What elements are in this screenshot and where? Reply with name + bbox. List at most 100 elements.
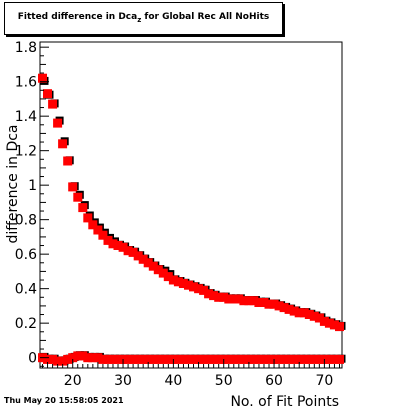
data-point-red-s3 (309, 354, 319, 364)
data-point-red-s1 (103, 235, 113, 245)
y-tick-label: 0.6 (15, 247, 37, 263)
data-point-red-s3 (259, 354, 269, 364)
y-tick-label: 0 (28, 351, 37, 367)
data-point-red-s1 (173, 277, 183, 287)
data-point-red-s3 (63, 354, 73, 364)
data-point-red-s3 (98, 354, 108, 364)
data-point-red-s3 (229, 354, 239, 364)
data-point-red-s3 (324, 354, 334, 364)
data-point-red-s1 (214, 292, 224, 302)
data-point-red-s3 (329, 354, 339, 364)
data-point-red-s1 (78, 203, 88, 213)
data-point-red-s1 (219, 292, 229, 302)
data-point-red-s1 (184, 280, 193, 290)
data-point-red-s1 (93, 225, 103, 235)
x-tick-label: 20 (64, 373, 82, 389)
data-point-red-s3 (73, 351, 83, 361)
data-point-red-s1 (294, 308, 304, 318)
data-point-red-s3 (108, 354, 118, 364)
data-point-red-s3 (239, 354, 249, 364)
data-point-red-s3 (88, 353, 98, 363)
data-point-red-s1 (314, 313, 324, 323)
x-tick-label: 70 (315, 373, 333, 389)
data-point-red-s1 (43, 89, 52, 99)
data-point-red-s1 (143, 258, 153, 268)
data-point-red-s3 (264, 354, 274, 364)
data-point-red-s1 (128, 247, 138, 257)
data-point-red-s1 (209, 291, 219, 301)
data-point-red-s1 (224, 294, 234, 304)
chart-title: Fitted difference in Dcaz for Global Rec… (5, 12, 282, 24)
data-point-red-s1 (118, 242, 128, 252)
data-point-red-s3 (78, 351, 88, 361)
data-point-red-s1 (234, 294, 244, 304)
data-point-red-s1 (279, 303, 289, 313)
data-point-red-s3 (53, 356, 63, 366)
data-point-red-s1 (269, 299, 279, 309)
data-point-red-s1 (108, 239, 118, 249)
data-point-red-s1 (88, 220, 98, 230)
data-point-red-s3 (113, 354, 123, 364)
data-point-red-s3 (143, 354, 153, 364)
data-point-red-s3 (214, 354, 224, 364)
x-tick-label: 50 (215, 373, 233, 389)
data-point-red-s1 (309, 311, 319, 321)
data-point-red-s3 (158, 354, 168, 364)
data-point-red-s3 (234, 354, 244, 364)
data-point-red-s1 (98, 230, 108, 240)
data-point-red-s1 (335, 322, 344, 332)
axes: 20 30 40 50 60 70 0 0.2 0.4 0.6 0.8 1 1.2 1.4 1.6 1.8 (15, 40, 340, 389)
data-point-red-s3 (173, 354, 183, 364)
data-point-red-s3 (314, 354, 324, 364)
data-point-red-s3 (184, 354, 193, 364)
title-main: Fitted difference in Dca (17, 12, 138, 22)
data-point-red-s1 (249, 296, 259, 306)
data-point-red-s3 (153, 354, 163, 364)
data-point-red-s1 (304, 310, 314, 319)
data-point-red-s1 (239, 296, 249, 306)
data-point-red-s1 (113, 241, 123, 250)
data-point-red-s1 (259, 298, 269, 307)
x-tick-label: 30 (114, 373, 132, 389)
data-point-red-s3 (48, 354, 58, 364)
data-point-red-s1 (168, 275, 178, 285)
data-point-red-s3 (93, 353, 103, 363)
x-tick-label: 40 (164, 373, 182, 389)
data-point-red-s1 (229, 294, 239, 304)
data-point-red-s1 (133, 251, 143, 261)
y-tick-label: 0.2 (15, 316, 37, 332)
data-point-red-s3 (58, 356, 68, 366)
data-point-red-s1 (274, 301, 284, 311)
y-tick-label: 1.8 (15, 40, 37, 56)
data-point-red-s3 (123, 354, 133, 364)
data-point-red-s3 (163, 354, 173, 364)
plot-frame (39, 41, 343, 369)
data-point-red-s3 (244, 354, 254, 364)
y-tick-label: 1.4 (15, 109, 37, 125)
data-point-red-s1 (148, 261, 158, 271)
data-point-red-s1 (163, 272, 173, 282)
data-point-red-s3 (204, 354, 214, 364)
data-point-red-s3 (133, 354, 143, 364)
data-point-red-s3 (43, 354, 52, 364)
data-point-red-s3 (68, 353, 78, 363)
data-point-red-s3 (289, 354, 299, 364)
data-point-red-s3 (148, 354, 158, 364)
data-point-red-s3 (103, 354, 113, 364)
data-point-red-s1 (194, 284, 204, 294)
data-point-red-s3 (128, 354, 138, 364)
data-point-red-s3 (299, 354, 309, 364)
data-point-red-s1 (153, 265, 163, 275)
data-point-red-s1 (68, 182, 78, 192)
x-axis-label: No. of Fit Points (230, 394, 339, 410)
y-tick-label: 1.2 (15, 144, 37, 160)
data-point-red-s1 (58, 139, 68, 149)
y-tick-label: 1.6 (15, 75, 37, 91)
data-point-red-s3 (178, 354, 188, 364)
y-axis-label: difference in Dca (5, 125, 21, 244)
data-point-red-s3 (194, 354, 204, 364)
data-point-red-s3 (209, 354, 219, 364)
data-point-red-s1 (289, 306, 299, 316)
data-point-red-s1 (53, 118, 63, 128)
data-point-red-s1 (204, 289, 214, 299)
